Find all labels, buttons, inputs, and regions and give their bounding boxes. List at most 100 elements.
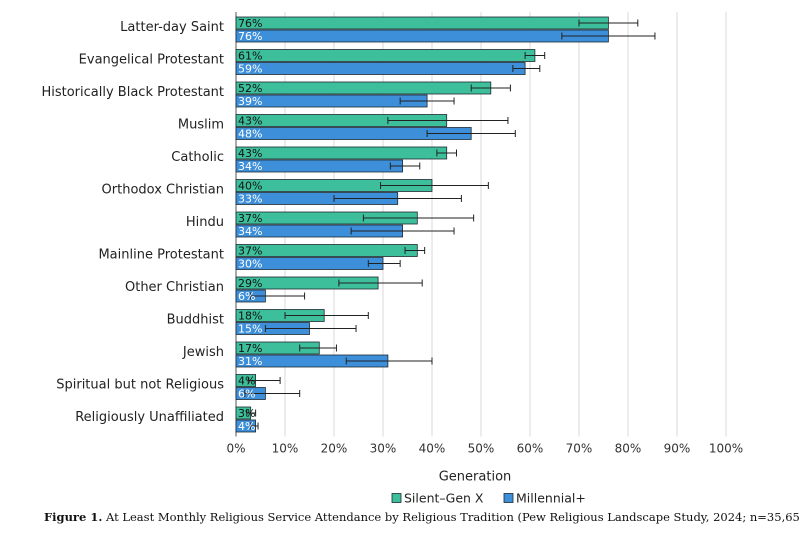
category-label: Other Christian [125, 280, 224, 295]
bar-value-label: 17% [238, 342, 262, 355]
error-bar [436, 149, 457, 157]
category-labels: Latter-day Saint Evangelical Protestant Hi… [41, 20, 224, 425]
bar-silent-genx [235, 244, 418, 257]
category-label: Hindu [186, 215, 224, 230]
legend-item: Millennial+ [503, 491, 586, 506]
category-label: Catholic [171, 150, 224, 165]
x-tick-label: 10% [272, 442, 299, 456]
bar-value-label: 43% [238, 147, 262, 160]
error-bar [338, 279, 423, 287]
x-tick-label: 100% [709, 442, 743, 456]
error-bar [246, 409, 257, 417]
legend-label: Millennial+ [516, 491, 586, 506]
error-bar [362, 214, 475, 222]
error-bar [387, 117, 509, 124]
legend-label: Silent–Gen X [404, 491, 484, 506]
x-tick-label: 30% [370, 442, 397, 456]
error-bar [350, 227, 455, 235]
bar-value-label: 43% [238, 115, 262, 128]
error-bars [244, 19, 656, 430]
category-label: Historically Black Protestant [41, 85, 224, 100]
bar-chart: 76%76%61%59%52%39%43%48%43%34%40%33%37%3… [41, 12, 743, 506]
bar-millennial [235, 62, 526, 75]
error-bar [389, 162, 421, 170]
category-label: Muslim [178, 118, 224, 133]
bar-millennial [235, 94, 428, 108]
category-label: Buddhist [167, 313, 224, 328]
x-tick-label: 90% [664, 442, 691, 456]
x-tick-label: 60% [517, 442, 544, 456]
error-bar [250, 292, 306, 300]
bar-silent-genx [235, 146, 448, 160]
error-bar [380, 182, 489, 189]
bar-labels: 76%76%61%59%52%39%43%48%43%34%40%33%37%3… [238, 17, 262, 433]
x-tick-label: 40% [419, 442, 446, 456]
error-bar [333, 195, 462, 202]
bar-value-label: 52% [238, 82, 262, 95]
category-label: Spiritual but not Religious [56, 378, 224, 393]
error-bar [426, 130, 516, 137]
bar-value-label: 29% [238, 277, 262, 290]
x-axis-title: Generation [439, 470, 512, 485]
bar-value-label: 30% [238, 258, 262, 271]
bar-value-label: 33% [238, 193, 262, 206]
bar-value-label: 3% [238, 407, 255, 420]
x-tick-label: 20% [321, 442, 348, 456]
legend-item: Silent–Gen X [391, 491, 484, 506]
bar-value-label: 31% [238, 355, 262, 368]
bar-value-label: 37% [238, 245, 262, 258]
error-bar [578, 19, 639, 27]
bar-value-label: 6% [238, 290, 255, 303]
error-bar [264, 325, 357, 332]
error-bar [399, 97, 455, 105]
category-label: Evangelical Protestant [79, 53, 224, 68]
bar-value-label: 18% [238, 310, 262, 323]
category-label: Mainline Protestant [98, 248, 224, 263]
bar-value-label: 6% [238, 388, 255, 401]
legend: Silent–Gen X Millennial+ [391, 491, 586, 506]
caption-label: Figure 1. [44, 510, 103, 524]
bar-value-label: 39% [238, 95, 262, 108]
bar-value-label: 4% [238, 420, 255, 433]
error-bar [367, 260, 401, 267]
x-tick-label: 70% [566, 442, 593, 456]
x-tick-label: 80% [615, 442, 642, 456]
bar-value-label: 34% [238, 160, 262, 173]
bar-value-label: 4% [238, 375, 255, 388]
bar-silent-genx [235, 81, 492, 95]
error-bar [284, 312, 369, 319]
bar-value-label: 34% [238, 225, 262, 238]
error-bar [561, 32, 656, 40]
category-label: Jewish [182, 345, 224, 360]
error-bar [247, 377, 281, 384]
bar-value-label: 37% [238, 212, 262, 225]
error-bar [250, 422, 259, 430]
error-bar [404, 247, 426, 254]
category-label: Latter-day Saint [120, 20, 224, 35]
bar-value-label: 15% [238, 323, 262, 336]
bar-silent-genx [235, 49, 536, 62]
error-bar [299, 344, 337, 352]
error-bar [524, 52, 546, 59]
bar-millennial [235, 29, 609, 43]
bar-value-label: 61% [238, 50, 262, 63]
error-bar [345, 357, 433, 365]
x-tick-label: 0% [226, 442, 245, 456]
caption-text: At Least Monthly Religious Service Atten… [105, 510, 800, 524]
bar-silent-genx [235, 16, 609, 30]
bar-value-label: 40% [238, 180, 262, 193]
category-label: Orthodox Christian [102, 183, 224, 198]
error-bar [470, 84, 511, 92]
x-tick-label: 50% [468, 442, 495, 456]
figure-caption: Figure 1. At Least Monthly Religious Ser… [44, 510, 800, 524]
bars [235, 16, 609, 433]
bar-value-label: 76% [238, 17, 262, 30]
x-tick-labels: 0% 10% 20% 30% 40% 50% 60% 70% 80% 90% 100% [226, 442, 743, 456]
bar-value-label: 48% [238, 128, 262, 141]
legend-swatch [391, 493, 402, 503]
bar-value-label: 76% [238, 30, 262, 43]
bar-value-label: 59% [238, 63, 262, 76]
error-bar [244, 390, 301, 397]
legend-swatch [503, 493, 514, 503]
category-label: Religiously Unaffiliated [75, 410, 224, 425]
